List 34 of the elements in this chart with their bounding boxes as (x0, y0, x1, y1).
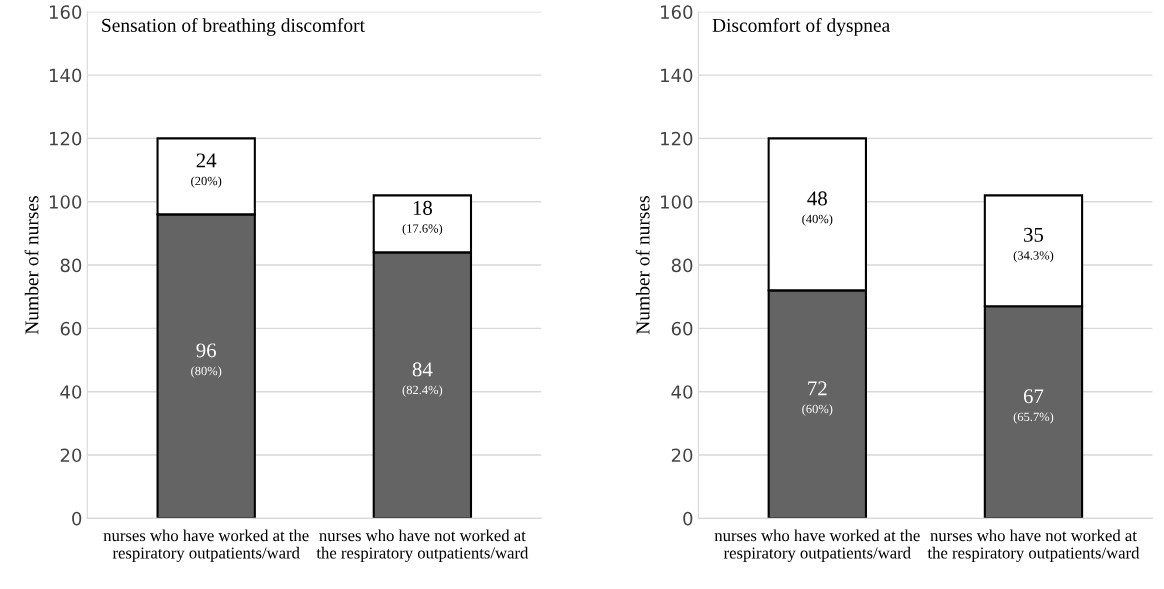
y-tick-label: 120 (661, 131, 693, 146)
y-tick-label: 140 (49, 68, 82, 83)
y-tick-label: 100 (49, 195, 82, 209)
x-tick-label: nurses who have worked at the respiratory outpatients/ward (714, 529, 920, 563)
y-tick-label: 140 (661, 68, 693, 83)
y-tick-label: 20 (60, 448, 82, 463)
data-label: 72 (60%) (802, 381, 833, 416)
y-tick-label: 60 (671, 321, 693, 336)
x-tick-label: nurses who have not worked at the respiratory outpatients/ward (316, 529, 529, 563)
data-label: 18 (17.6%) (402, 200, 443, 236)
y-axis-title: Number of nurses (635, 196, 650, 335)
data-label: 67 (65.7%) (1013, 389, 1054, 424)
y-tick-label: 80 (671, 258, 693, 273)
chart-title: Discomfort of dyspnea (712, 18, 890, 36)
data-label: 24 (20%) (191, 153, 222, 188)
data-label: 35 (34.3%) (1013, 227, 1054, 263)
x-tick-label: nurses who have not worked at the respiratory outpatients/ward (927, 529, 1140, 563)
x-tick-label: nurses who have worked at the respiratory outpatients/ward (103, 529, 309, 563)
y-tick-label: 0 (72, 511, 82, 526)
data-label: 84 (82.4%) (402, 362, 443, 397)
y-tick-label: 40 (60, 385, 82, 399)
data-label: 48 (40%) (802, 191, 833, 226)
y-tick-label: 60 (60, 321, 82, 336)
y-tick-label: 120 (49, 131, 82, 146)
y-tick-label: 160 (49, 5, 82, 19)
chart-title: Sensation of breathing discomfort (102, 18, 365, 36)
y-tick-label: 100 (661, 195, 693, 209)
y-axis-title: Number of nurses (24, 196, 39, 335)
y-tick-label: 80 (60, 258, 82, 273)
y-tick-label: 40 (671, 385, 693, 399)
data-label: 96 (80%) (191, 343, 222, 378)
y-tick-label: 20 (671, 448, 693, 463)
y-tick-label: 160 (661, 5, 693, 19)
y-tick-label: 0 (683, 511, 693, 526)
